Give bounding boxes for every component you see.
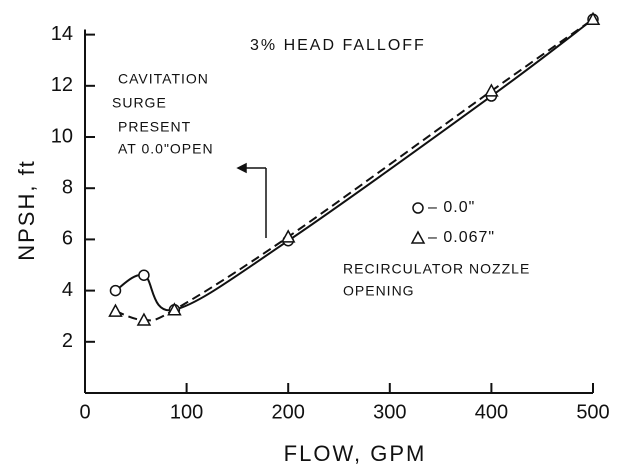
annotation: RECIRCULATOR NOZZLE bbox=[343, 261, 530, 277]
point bbox=[280, 229, 296, 243]
y-tick-label: 6 bbox=[62, 228, 73, 250]
x-tick-label: 400 bbox=[475, 401, 508, 423]
x-tick-label: 100 bbox=[170, 401, 203, 423]
point bbox=[108, 303, 123, 317]
annotation: PRESENT bbox=[118, 119, 191, 135]
point bbox=[138, 269, 150, 281]
annotation: OPENING bbox=[343, 283, 415, 299]
annotation: 3% HEAD FALLOFF bbox=[250, 37, 426, 54]
x-tick-label: 300 bbox=[373, 401, 406, 423]
point bbox=[109, 284, 122, 297]
legend-marker bbox=[410, 230, 426, 244]
x-axis-label: FLOW, GPM bbox=[284, 441, 427, 466]
legend-label: – 0.067" bbox=[428, 229, 495, 246]
annotation: SURGE bbox=[112, 95, 167, 111]
y-axis-label: NPSH, ft bbox=[14, 159, 39, 261]
x-tick-label: 200 bbox=[272, 401, 305, 423]
y-tick-label: 8 bbox=[62, 176, 73, 198]
annotation: CAVITATION bbox=[118, 71, 209, 87]
y-tick-label: 14 bbox=[51, 23, 73, 45]
point bbox=[585, 11, 601, 26]
y-tick-label: 10 bbox=[51, 125, 73, 147]
y-tick-label: 12 bbox=[51, 74, 73, 96]
x-tick-label: 0 bbox=[79, 401, 90, 423]
surge-marker bbox=[236, 162, 267, 238]
annotation: AT 0.0"OPEN bbox=[118, 141, 214, 157]
point bbox=[484, 83, 499, 97]
point bbox=[136, 312, 152, 326]
y-tick-label: 2 bbox=[62, 330, 73, 352]
y-tick-label: 4 bbox=[62, 279, 73, 301]
legend-label: – 0.0" bbox=[428, 199, 475, 216]
x-tick-label: 500 bbox=[576, 401, 609, 423]
legend-marker bbox=[412, 202, 424, 214]
point bbox=[167, 302, 182, 316]
